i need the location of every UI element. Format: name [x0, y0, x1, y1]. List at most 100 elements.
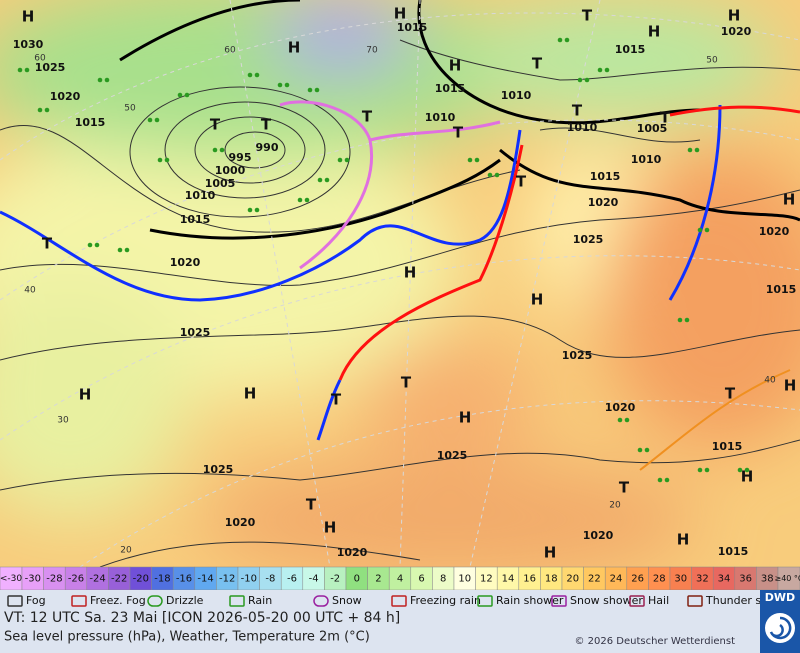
legend-icon: [229, 595, 245, 607]
rain-dot: [664, 477, 670, 483]
rain-dot: [44, 107, 50, 113]
graticule-label: 40: [764, 376, 776, 386]
rain-dot: [219, 147, 225, 153]
map-labels: 1030102510201015995990100010051010101510…: [13, 5, 797, 562]
scale-label: 34: [718, 574, 731, 585]
legend-label: Rain shower: [496, 594, 564, 607]
high-label: H: [244, 385, 257, 403]
rain-dot: [254, 72, 260, 78]
scale-label: 12: [480, 574, 493, 585]
rain-dot: [744, 467, 750, 473]
scale-label: 26: [631, 574, 644, 585]
legend-label: Rain: [248, 594, 272, 607]
isobar-label: 1015: [712, 440, 743, 453]
rain-dot: [277, 82, 283, 88]
scale-label: 8: [440, 574, 446, 585]
scale-label: -18: [154, 574, 170, 585]
scale-label: 2: [375, 574, 381, 585]
rain-dot: [474, 157, 480, 163]
rain-dot: [697, 227, 703, 233]
legend-icon: [477, 595, 493, 607]
low-label: T: [516, 173, 527, 191]
legend-icon: [551, 595, 567, 607]
legend-label: Snow shower: [570, 594, 643, 607]
scale-label: 20: [566, 574, 579, 585]
rain-dot: [314, 87, 320, 93]
scale-label: -4: [309, 574, 319, 585]
logo-swirl: [769, 616, 792, 640]
isobar-label: 1015: [590, 170, 621, 183]
scale-label: 10: [458, 574, 471, 585]
isobar-label: 995: [229, 151, 252, 164]
rain-dot: [304, 197, 310, 203]
high-label: H: [531, 291, 544, 309]
map: 1030102510201015995990100010051010101510…: [0, 0, 800, 567]
scale-label: 36: [739, 574, 752, 585]
graticule-label: 70: [366, 46, 378, 56]
scale-label: 6: [418, 574, 424, 585]
rain-dot: [87, 242, 93, 248]
scale-label: 38: [761, 574, 774, 585]
rain-dot: [597, 67, 603, 73]
rain-dot: [604, 67, 610, 73]
rain-dot: [637, 447, 643, 453]
isobar-label: 1000: [215, 164, 246, 177]
rain-dot: [177, 92, 183, 98]
graticule: [0, 0, 800, 567]
isobar-label: 1020: [50, 90, 81, 103]
main-isobars: [119, 0, 800, 240]
rain-dot: [284, 82, 290, 88]
high-label: H: [741, 468, 754, 486]
isobar-label: 1020: [583, 529, 614, 542]
scale-label: -30: [25, 574, 41, 585]
weather-legend: Fog Freez. Fog Drizzle Rain Snow Freezing rai…: [0, 590, 787, 612]
high-label: H: [394, 5, 407, 23]
low-label: T: [331, 391, 342, 409]
high-label: H: [79, 386, 92, 404]
legend-icon: [71, 595, 87, 607]
rain-dot: [117, 247, 123, 253]
isobar-label: 1020: [225, 516, 256, 529]
legend-icon: [391, 595, 407, 607]
rain-dot: [687, 147, 693, 153]
scale-label: -14: [197, 574, 213, 585]
rain-dot: [324, 177, 330, 183]
rain-dot: [24, 67, 30, 73]
scale-label: -6: [287, 574, 297, 585]
low-label: T: [306, 496, 317, 514]
temperature-scale: <-30 -30 -28 -26 -24 -22 -20 -18 -16 -14 -12 -10 -8-…: [0, 566, 800, 591]
scale-label: -24: [89, 574, 105, 585]
warm-front: [669, 105, 800, 117]
rain-dot: [584, 77, 590, 83]
scale-label: 16: [523, 574, 536, 585]
rain-dot: [684, 317, 690, 323]
isobar-label: 1015: [718, 545, 749, 558]
rain-dot: [617, 417, 623, 423]
rain-dot: [254, 207, 260, 213]
scale-label: 4: [397, 574, 403, 585]
scale-label: 14: [502, 574, 515, 585]
rain-dot: [297, 197, 303, 203]
isobar-label: 1015: [397, 21, 428, 34]
graticule-label: 50: [124, 104, 136, 114]
scale-label: 22: [588, 574, 601, 585]
isobar-label: 1025: [35, 61, 66, 74]
rain-dot: [697, 467, 703, 473]
legend-label: Freez. Fog: [90, 594, 146, 607]
rain-dot: [467, 157, 473, 163]
occluded-front: [279, 100, 501, 270]
low-label: T: [572, 102, 583, 120]
rain-dot: [657, 477, 663, 483]
isobar-label: 1015: [435, 82, 466, 95]
graticule-label: 20: [120, 546, 132, 556]
cold-front: [0, 129, 522, 302]
rain-dot: [557, 37, 563, 43]
high-label: H: [728, 7, 741, 25]
legend-icon: [687, 595, 703, 607]
high-label: H: [324, 519, 337, 537]
low-label: T: [532, 55, 543, 73]
rain-dot: [644, 447, 650, 453]
isobar-label: 1025: [562, 349, 593, 362]
high-label: H: [677, 531, 690, 549]
scale-label: 30: [674, 574, 687, 585]
